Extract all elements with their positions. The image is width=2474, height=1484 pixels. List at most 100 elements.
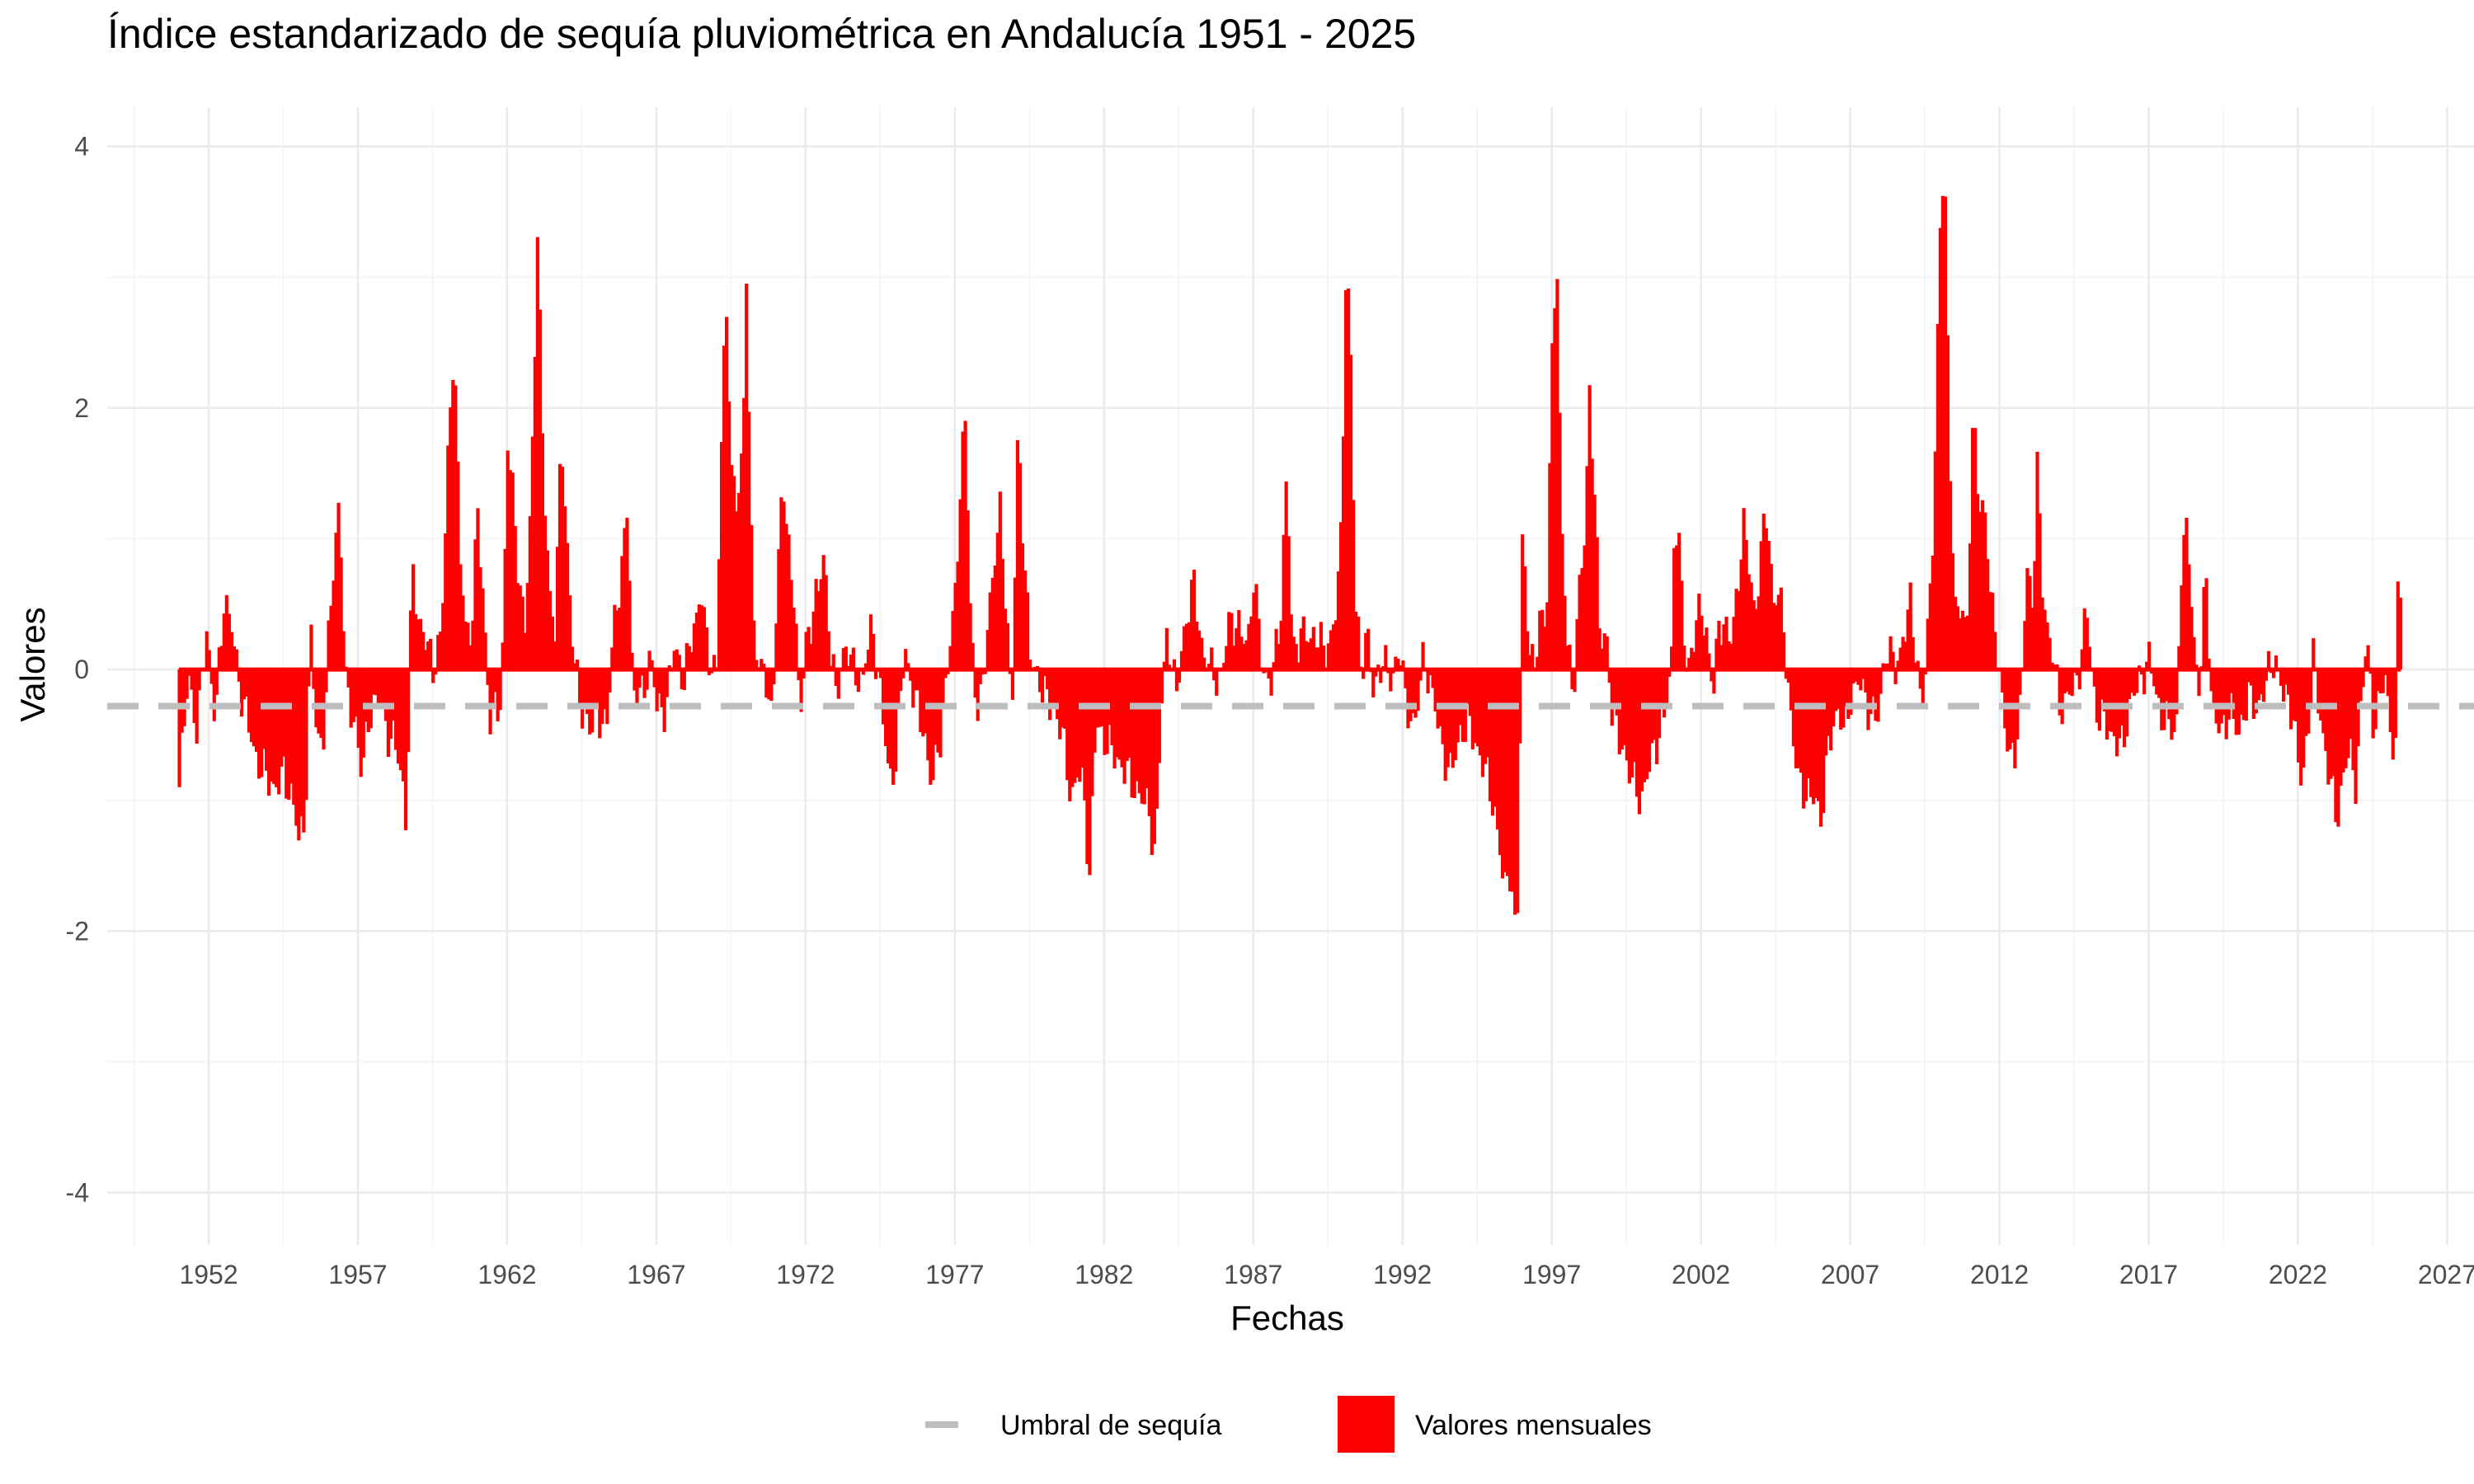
x-tick-label: 1997 bbox=[1522, 1260, 1581, 1289]
monthly-value-bar bbox=[680, 669, 684, 689]
monthly-value-bar bbox=[2219, 669, 2223, 724]
monthly-value-bar bbox=[1252, 592, 1256, 670]
monthly-value-bar bbox=[1771, 603, 1776, 670]
monthly-value-bar bbox=[1565, 646, 1569, 670]
monthly-value-bar bbox=[434, 669, 438, 675]
monthly-value-bar bbox=[2294, 669, 2298, 722]
monthly-value-bar bbox=[510, 472, 515, 670]
monthly-value-bar bbox=[958, 499, 962, 670]
monthly-value-bar bbox=[694, 613, 698, 670]
monthly-value-bar bbox=[1670, 646, 1674, 670]
monthly-value-bar bbox=[978, 669, 982, 684]
monthly-value-bar bbox=[740, 453, 744, 670]
monthly-value-bar bbox=[1841, 669, 1846, 728]
monthly-value-bar bbox=[794, 623, 798, 670]
monthly-value-bar bbox=[1774, 605, 1778, 670]
monthly-value-bar bbox=[689, 651, 694, 670]
monthly-value-bar bbox=[990, 577, 995, 670]
monthly-value-bar bbox=[449, 407, 453, 670]
monthly-value-bar bbox=[523, 632, 527, 670]
monthly-value-bar bbox=[1884, 664, 1888, 670]
monthly-value-bar bbox=[1822, 669, 1826, 813]
monthly-value-bar bbox=[379, 669, 383, 710]
monthly-value-bar bbox=[406, 669, 411, 753]
monthly-value-bar bbox=[533, 356, 537, 670]
monthly-value-bar bbox=[809, 644, 813, 670]
chart-title: Índice estandarizado de sequía pluviomét… bbox=[107, 11, 1417, 57]
monthly-value-bar bbox=[1500, 669, 1505, 879]
monthly-value-bar bbox=[899, 669, 903, 692]
monthly-value-bar bbox=[1824, 669, 1828, 756]
monthly-value-bar bbox=[1903, 641, 1907, 670]
monthly-value-bar bbox=[1531, 644, 1535, 670]
monthly-value-bar bbox=[702, 607, 707, 670]
monthly-value-bar bbox=[1485, 669, 1490, 758]
monthly-value-bar bbox=[351, 669, 355, 723]
monthly-value-bar bbox=[1108, 669, 1112, 726]
monthly-value-bar bbox=[1908, 582, 1912, 670]
monthly-value-bar bbox=[807, 627, 811, 670]
monthly-value-bar bbox=[2368, 669, 2373, 674]
monthly-value-bar bbox=[1189, 580, 1194, 670]
monthly-value-bar bbox=[1306, 642, 1310, 670]
monthly-value-bar bbox=[322, 669, 326, 750]
monthly-value-bar bbox=[1267, 669, 1271, 679]
monthly-value-bar bbox=[1436, 669, 1440, 729]
monthly-value-bar bbox=[1421, 641, 1425, 670]
monthly-value-bar bbox=[1722, 624, 1726, 670]
monthly-value-bar bbox=[1592, 495, 1597, 670]
monthly-value-bar bbox=[275, 669, 279, 787]
monthly-value-bar bbox=[2334, 669, 2338, 823]
monthly-value-bar bbox=[473, 539, 477, 670]
monthly-value-bar bbox=[963, 420, 967, 670]
monthly-value-bar bbox=[973, 669, 977, 698]
monthly-value-bar bbox=[478, 567, 482, 670]
monthly-value-bar bbox=[441, 603, 445, 670]
monthly-value-bar bbox=[1117, 669, 1122, 760]
monthly-value-bar bbox=[2264, 669, 2269, 681]
monthly-value-bar bbox=[1000, 558, 1004, 670]
monthly-value-bar bbox=[1200, 637, 1204, 670]
monthly-value-bar bbox=[1682, 646, 1686, 670]
monthly-value-bar bbox=[1458, 669, 1462, 726]
monthly-value-bars bbox=[177, 195, 2402, 915]
monthly-value-bar bbox=[1871, 669, 1875, 697]
monthly-value-bar bbox=[498, 669, 502, 711]
monthly-value-bar bbox=[2222, 669, 2226, 716]
monthly-value-bar bbox=[1207, 664, 1211, 670]
monthly-value-bar bbox=[998, 491, 1002, 670]
monthly-value-bar bbox=[1495, 669, 1500, 830]
monthly-value-bar bbox=[1020, 542, 1025, 670]
monthly-value-bar bbox=[943, 669, 948, 679]
monthly-value-bar bbox=[1137, 669, 1141, 794]
monthly-value-bar bbox=[618, 608, 622, 670]
monthly-value-bar bbox=[2097, 669, 2101, 731]
monthly-value-bar bbox=[906, 663, 910, 670]
monthly-value-bar bbox=[376, 669, 380, 708]
monthly-value-bar bbox=[1906, 609, 1910, 670]
monthly-value-bar bbox=[396, 669, 401, 764]
monthly-value-bar bbox=[1112, 669, 1117, 769]
monthly-value-bar bbox=[2035, 451, 2039, 670]
monthly-value-bar bbox=[1874, 669, 1878, 721]
monthly-value-bar bbox=[2077, 669, 2081, 690]
monthly-value-bar bbox=[2251, 669, 2255, 719]
monthly-value-bar bbox=[1886, 663, 1890, 670]
monthly-value-bar bbox=[1010, 669, 1015, 700]
monthly-value-bar bbox=[545, 550, 550, 670]
monthly-value-bar bbox=[570, 646, 575, 670]
monthly-value-bar bbox=[2070, 669, 2074, 697]
y-tick-labels: -4 -2 0 2 4 bbox=[66, 132, 89, 1208]
monthly-value-bar bbox=[2326, 669, 2331, 785]
monthly-value-bar bbox=[1734, 589, 1738, 670]
monthly-value-bar bbox=[381, 669, 385, 707]
monthly-value-bar bbox=[2249, 669, 2253, 686]
monthly-value-bar bbox=[2194, 665, 2199, 670]
monthly-value-bar bbox=[424, 650, 428, 670]
monthly-value-bar bbox=[1095, 669, 1099, 728]
monthly-value-bar bbox=[1465, 669, 1470, 704]
monthly-value-bar bbox=[662, 669, 666, 732]
monthly-value-bar bbox=[272, 669, 276, 784]
monthly-value-bar bbox=[2351, 669, 2355, 771]
monthly-value-bar bbox=[1911, 636, 1915, 670]
